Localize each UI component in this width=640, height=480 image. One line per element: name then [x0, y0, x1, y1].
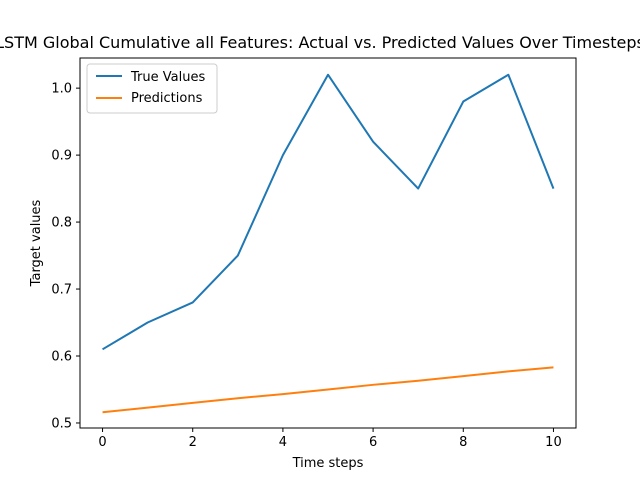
- x-tick-label: 0: [98, 435, 106, 450]
- x-tick-label: 8: [459, 435, 467, 450]
- y-axis-label: Target values: [29, 199, 44, 287]
- y-tick-label: 0.9: [51, 149, 72, 164]
- series-lines: [102, 73, 555, 414]
- y-axis-ticks: 0.5 0.6 0.7 0.8 0.9 1.0: [51, 82, 80, 431]
- y-tick-label: 0.7: [51, 283, 72, 298]
- x-axis-label: Time steps: [292, 456, 364, 471]
- x-axis-ticks: 0 2 4 6 8 10: [98, 428, 562, 450]
- legend-label-true-values: True Values: [130, 70, 205, 85]
- plot-area: [79, 57, 577, 429]
- y-tick-label: 0.5: [51, 416, 72, 431]
- x-tick-label: 10: [545, 435, 562, 450]
- x-tick-label: 6: [369, 435, 377, 450]
- x-tick-label: 2: [189, 435, 197, 450]
- series-line-true-values: [102, 73, 555, 351]
- y-tick-label: 0.8: [51, 216, 72, 231]
- legend-label-predictions: Predictions: [131, 91, 203, 106]
- y-tick-label: 1.0: [51, 82, 72, 97]
- series-line-predictions: [102, 366, 554, 414]
- chart-title: LSTM Global Cumulative all Features: Act…: [0, 33, 640, 52]
- x-tick-label: 4: [279, 435, 287, 450]
- y-tick-label: 0.6: [51, 350, 72, 365]
- legend: True Values Predictions: [86, 63, 218, 114]
